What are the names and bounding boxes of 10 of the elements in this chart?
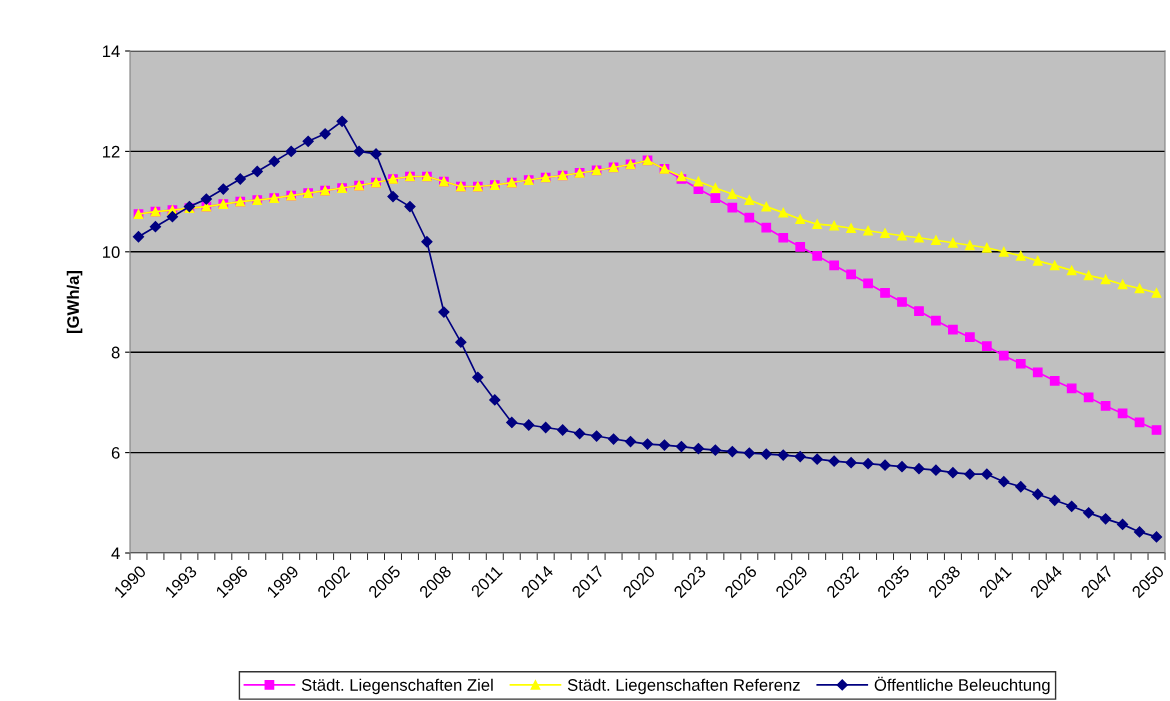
legend-label: Städt. Liegenschaften Referenz [567, 678, 800, 695]
legend-label: Öffentliche Beleuchtung [874, 676, 1050, 695]
y-tick-label: 14 [103, 45, 120, 58]
y-tick-label: 8 [111, 346, 120, 359]
y-tick-label: 4 [111, 547, 120, 560]
y-tick-label: 10 [103, 246, 120, 258]
legend-label: Städt. Liegenschaften Ziel [301, 678, 493, 695]
y-tick-label: 12 [103, 145, 120, 158]
y-tick-label: 6 [111, 447, 120, 459]
y-axis-title: [GWh/a] [66, 271, 83, 333]
